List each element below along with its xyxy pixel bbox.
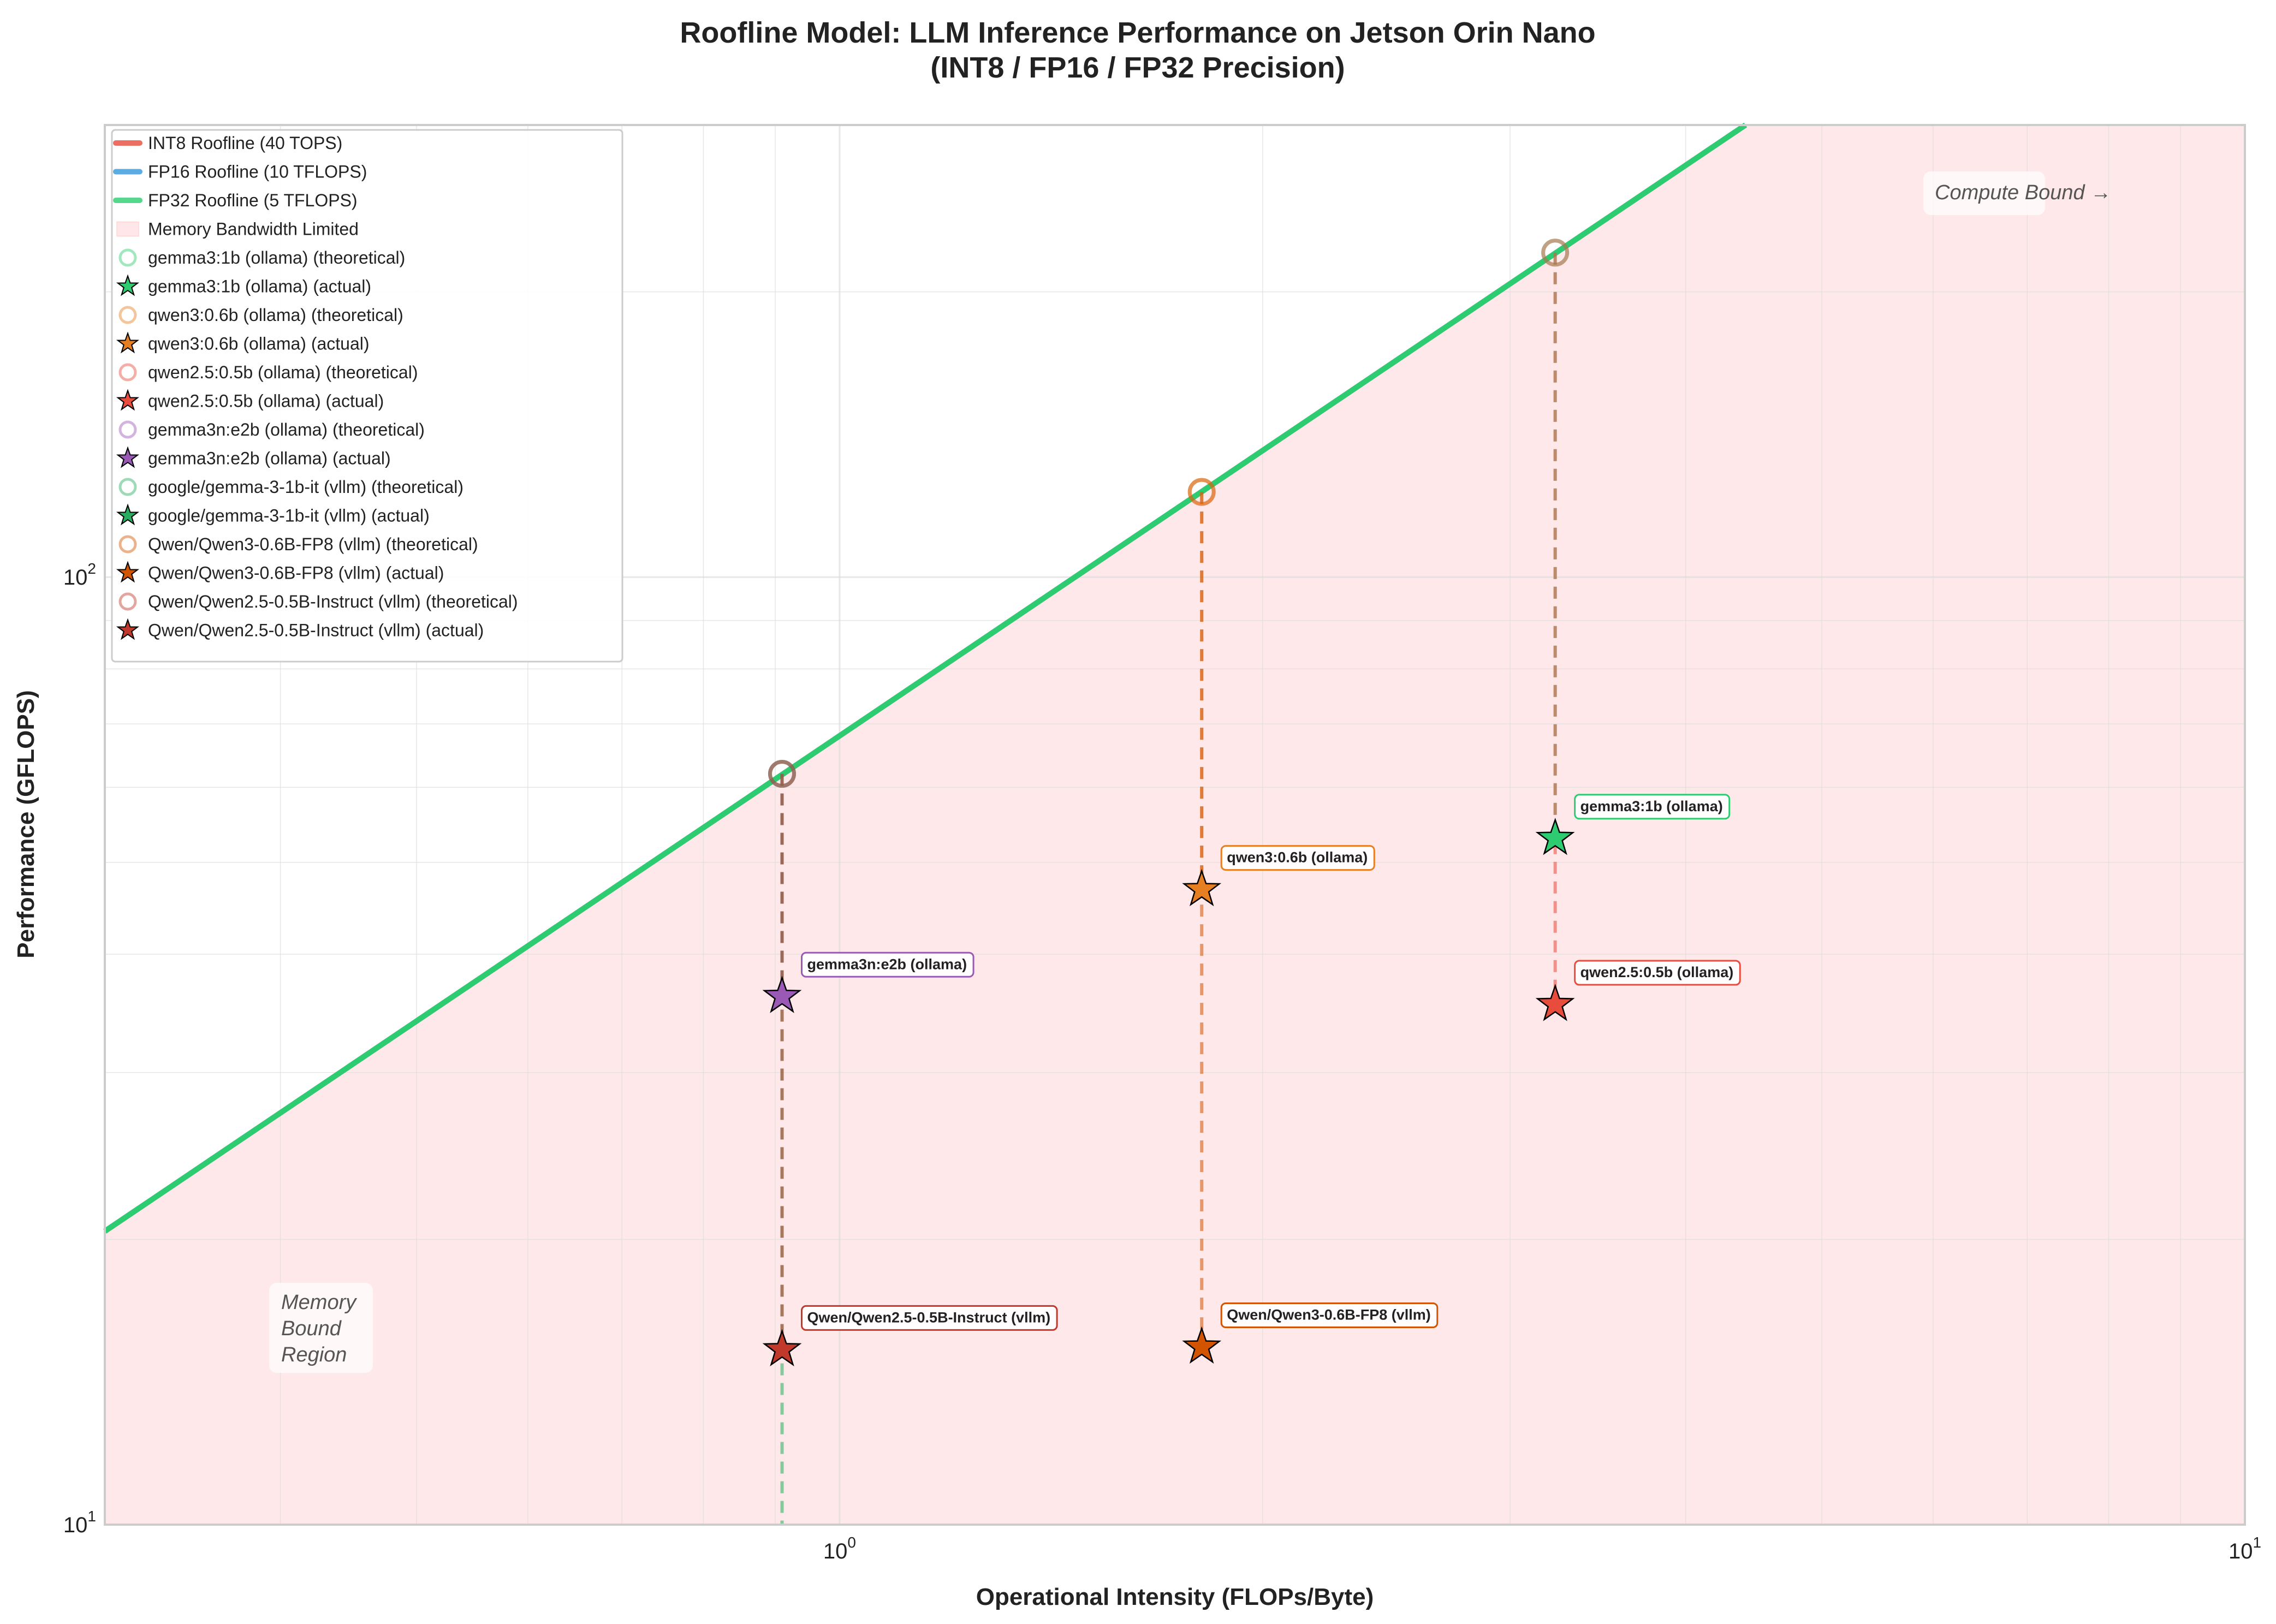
memory-bandwidth-region — [105, 125, 2245, 1525]
actual-point — [762, 1329, 802, 1366]
x-axis-label: Operational Intensity (FLOPs/Byte) — [976, 1584, 1374, 1610]
legend-frame — [111, 129, 623, 663]
legend-item: gemma3n:e2b (ollama) (actual) — [148, 449, 391, 468]
memory-bound-annotation: Bound — [281, 1317, 342, 1340]
legend-item: FP32 Roofline (5 TFLOPS) — [148, 191, 358, 210]
legend-marker-circle — [118, 592, 137, 611]
legend-item: google/gemma-3-1b-it (vllm) (theoretical… — [148, 477, 463, 497]
plot-frame — [104, 124, 2246, 1526]
y-tick-label: 101 — [63, 1508, 96, 1537]
legend-item: qwen2.5:0.5b (ollama) (actual) — [148, 391, 384, 411]
legend-marker-circle — [118, 363, 137, 382]
data-label-box — [1574, 960, 1741, 986]
data-label: gemma3n:e2b (ollama) — [807, 956, 967, 972]
legend-item: qwen2.5:0.5b (ollama) (theoretical) — [148, 362, 418, 382]
legend-item: gemma3:1b (ollama) (actual) — [148, 277, 371, 296]
theoretical-point — [768, 760, 796, 788]
theoretical-point — [1187, 478, 1216, 506]
x-tick-label: 101 — [2229, 1534, 2261, 1563]
legend-item: Memory Bandwidth Limited — [148, 219, 359, 239]
legend-marker-star — [116, 446, 140, 468]
legend-item: Qwen/Qwen2.5-0.5B-Instruct (vllm) (theor… — [148, 592, 518, 611]
memory-bound-annotation: Region — [281, 1343, 347, 1366]
actual-point — [1535, 817, 1575, 855]
actual-point — [1535, 984, 1575, 1021]
data-label-box — [800, 1305, 1058, 1331]
data-label: Qwen/Qwen2.5-0.5B-Instruct (vllm) — [807, 1309, 1050, 1325]
data-label-box — [800, 951, 974, 978]
y-axis-label: Performance (GFLOPS) — [13, 690, 39, 958]
y-tick-label: 102 — [63, 560, 96, 590]
theoretical-point — [768, 760, 796, 788]
actual-point — [1182, 1326, 1222, 1364]
data-label: qwen2.5:0.5b (ollama) — [1580, 964, 1734, 980]
legend-item: gemma3n:e2b (ollama) (theoretical) — [148, 420, 425, 439]
chart-subtitle: (INT8 / FP16 / FP32 Precision) — [930, 51, 1345, 84]
legend-marker-star — [116, 561, 140, 583]
legend-marker-circle — [118, 535, 137, 554]
data-label-box — [1574, 794, 1731, 820]
legend-swatch — [116, 222, 139, 236]
theoretical-point — [1187, 478, 1216, 506]
legend-marker-star — [116, 389, 140, 411]
legend-marker-star — [116, 274, 140, 296]
theoretical-point — [1541, 239, 1570, 267]
legend-marker-circle — [118, 420, 137, 439]
actual-point — [1182, 868, 1222, 907]
data-label: qwen3:0.6b (ollama) — [1227, 849, 1368, 866]
legend-item: Qwen/Qwen2.5-0.5B-Instruct (vllm) (actua… — [148, 621, 484, 640]
actual-point — [762, 975, 802, 1013]
theoretical-point — [1541, 239, 1570, 267]
roofline-fp32 — [103, 122, 1748, 1234]
legend-marker-circle — [118, 306, 137, 324]
legend-item: google/gemma-3-1b-it (vllm) (actual) — [148, 506, 430, 526]
memory-bound-annotation: Memory — [281, 1291, 357, 1314]
data-label-box — [1220, 1302, 1439, 1328]
legend-item: Qwen/Qwen3-0.6B-FP8 (vllm) (actual) — [148, 563, 444, 583]
legend-item: qwen3:0.6b (ollama) (actual) — [148, 334, 370, 354]
compute-bound-annotation: Compute Bound → — [1935, 181, 2111, 204]
legend: INT8 Roofline (40 TOPS) FP16 Roofline (10… — [111, 129, 623, 663]
plot-area: gemma3:1b (ollama) qwen3:0.6b (ollama) qwe… — [63, 122, 2261, 1563]
legend-marker-circle — [118, 478, 137, 496]
legend-item: FP16 Roofline (10 TFLOPS) — [148, 162, 367, 182]
legend-item: INT8 Roofline (40 TOPS) — [148, 133, 342, 153]
theoretical-point — [768, 760, 796, 788]
data-label-box — [1220, 845, 1375, 871]
memory-bound-box — [269, 1283, 373, 1373]
x-tick-label: 100 — [823, 1534, 856, 1563]
legend-marker-star — [116, 503, 140, 526]
legend-marker-star — [116, 618, 140, 640]
compute-bound-box — [1923, 171, 2045, 215]
legend-item: gemma3:1b (ollama) (theoretical) — [148, 248, 405, 267]
legend-marker-circle — [118, 248, 137, 267]
data-label: Qwen/Qwen3-0.6B-FP8 (vllm) — [1227, 1307, 1431, 1323]
legend-item: qwen3:0.6b (ollama) (theoretical) — [148, 305, 403, 325]
legend-marker-star — [116, 331, 140, 354]
data-label: gemma3:1b (ollama) — [1580, 798, 1723, 814]
chart-title: Roofline Model: LLM Inference Performanc… — [680, 16, 1595, 49]
legend-item: Qwen/Qwen3-0.6B-FP8 (vllm) (theoretical) — [148, 534, 478, 554]
